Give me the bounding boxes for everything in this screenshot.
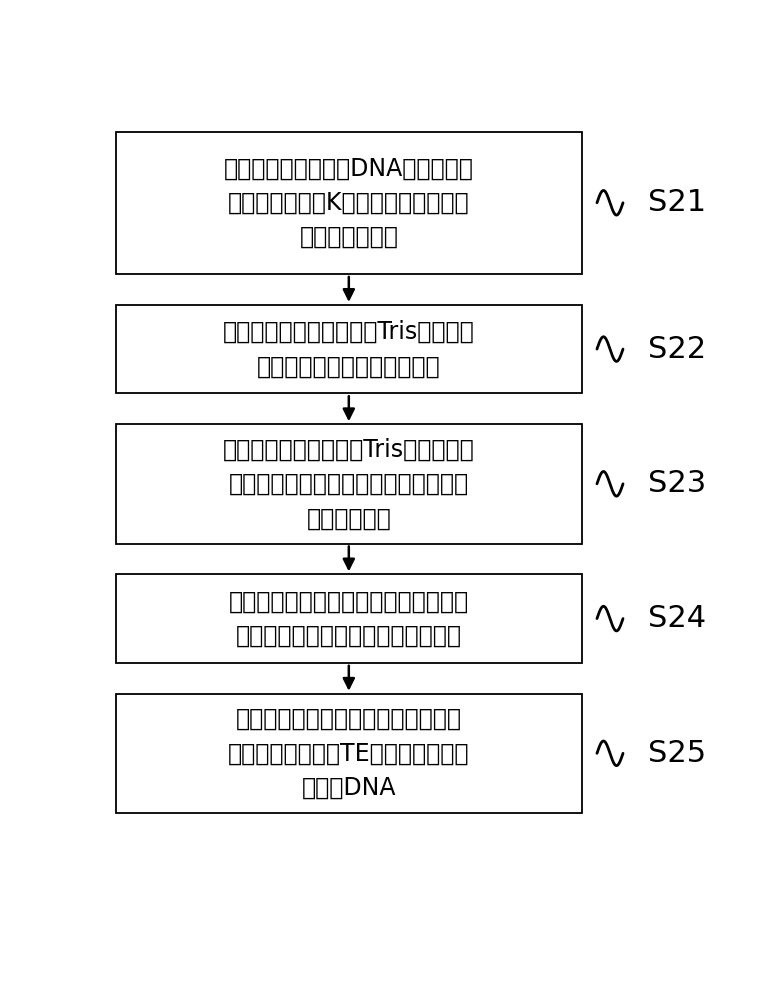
Text: S24: S24: [648, 604, 707, 633]
Text: 获取样本组织，加入DNA裂解液研磨
后，加入蛋白酶K，密封并放入摇床，
获得细胞裂解液: 获取样本组织，加入DNA裂解液研磨 后，加入蛋白酶K，密封并放入摇床， 获得细胞…: [224, 156, 474, 249]
Bar: [116, 574, 582, 663]
Bar: [116, 694, 582, 813]
Text: S23: S23: [648, 469, 707, 498]
Text: S22: S22: [648, 335, 707, 364]
Bar: [116, 305, 582, 393]
Bar: [116, 424, 582, 544]
Text: 在所述第二上清液中加入氯仿和异戊醇
的混合液后，离心，获得第三上清液: 在所述第二上清液中加入氯仿和异戊醇 的混合液后，离心，获得第三上清液: [229, 589, 469, 648]
Text: S21: S21: [648, 188, 707, 217]
Text: S25: S25: [648, 739, 707, 768]
Text: 在所述细胞裂解液中加入Tris饱和酚摇
匀后，离心，获取第一上清液: 在所述细胞裂解液中加入Tris饱和酚摇 匀后，离心，获取第一上清液: [223, 320, 475, 378]
Text: 在所述第一上清液加入Tris饱和酚、氯
仿和异戊醇的混合液摇匀后，离心，获
得第二上清液: 在所述第一上清液加入Tris饱和酚、氯 仿和异戊醇的混合液摇匀后，离心，获 得第…: [223, 437, 475, 530]
Bar: [116, 132, 582, 274]
Text: 在所述第三上清液中加入乙醇后，离
心，弃上清，加入TE缓冲液，获得所
述样本DNA: 在所述第三上清液中加入乙醇后，离 心，弃上清，加入TE缓冲液，获得所 述样本DN…: [228, 707, 469, 800]
